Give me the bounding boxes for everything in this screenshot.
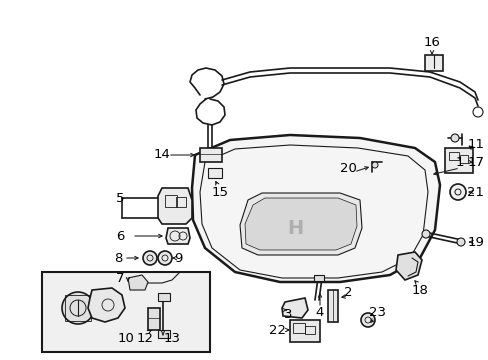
Bar — [459, 155, 467, 163]
Text: 1: 1 — [455, 157, 463, 170]
Text: 12: 12 — [136, 332, 153, 345]
Polygon shape — [244, 198, 356, 250]
Circle shape — [371, 162, 377, 168]
Circle shape — [62, 292, 94, 324]
Text: 17: 17 — [467, 156, 484, 168]
Circle shape — [142, 251, 157, 265]
Text: 7: 7 — [116, 271, 124, 284]
Bar — [164, 195, 177, 207]
Bar — [313, 275, 324, 281]
Text: H: H — [286, 219, 303, 238]
Circle shape — [456, 238, 464, 246]
Bar — [305, 326, 314, 334]
Polygon shape — [282, 298, 307, 318]
Text: 8: 8 — [114, 252, 122, 265]
Polygon shape — [395, 252, 421, 280]
Polygon shape — [165, 228, 190, 244]
Bar — [42, 272, 209, 352]
Text: 3: 3 — [283, 309, 292, 321]
Polygon shape — [240, 193, 361, 255]
Text: 21: 21 — [467, 185, 484, 198]
Circle shape — [158, 251, 172, 265]
Bar — [444, 148, 472, 173]
Polygon shape — [88, 288, 125, 322]
Bar — [158, 330, 170, 338]
Text: 2: 2 — [343, 285, 351, 298]
Circle shape — [360, 313, 374, 327]
Bar — [327, 290, 337, 322]
Text: 11: 11 — [467, 139, 484, 152]
Bar — [200, 148, 222, 162]
Circle shape — [449, 184, 465, 200]
Circle shape — [421, 230, 429, 238]
Text: 10: 10 — [117, 332, 134, 345]
Bar — [207, 168, 222, 178]
Bar — [292, 323, 305, 333]
Text: 20: 20 — [339, 162, 356, 175]
Text: 15: 15 — [211, 185, 228, 198]
Circle shape — [450, 134, 458, 142]
Bar — [158, 293, 170, 301]
Text: 22: 22 — [269, 324, 286, 337]
Text: 18: 18 — [411, 284, 427, 297]
Bar — [424, 55, 442, 71]
Text: 6: 6 — [116, 230, 124, 243]
Bar — [289, 320, 319, 342]
Polygon shape — [158, 188, 192, 224]
Bar — [65, 295, 91, 321]
Bar — [176, 197, 185, 207]
Text: 16: 16 — [423, 36, 440, 49]
Bar — [148, 308, 160, 330]
Text: 9: 9 — [173, 252, 182, 265]
Polygon shape — [192, 135, 439, 282]
Polygon shape — [128, 275, 148, 290]
Text: 5: 5 — [116, 192, 124, 204]
Text: 23: 23 — [369, 306, 386, 319]
Text: 14: 14 — [153, 148, 170, 162]
Text: 19: 19 — [467, 235, 484, 248]
Text: 13: 13 — [163, 332, 180, 345]
Bar — [448, 152, 458, 160]
Text: 4: 4 — [315, 306, 324, 319]
